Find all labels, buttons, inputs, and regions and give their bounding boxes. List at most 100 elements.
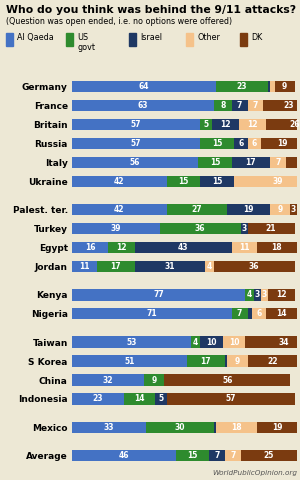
Text: 15: 15 xyxy=(212,177,222,186)
Bar xyxy=(241,223,247,234)
Text: 8: 8 xyxy=(220,101,225,110)
Text: 7: 7 xyxy=(253,101,258,110)
Bar xyxy=(270,204,290,216)
Text: 12: 12 xyxy=(276,290,286,300)
Bar xyxy=(227,355,248,367)
Text: 10: 10 xyxy=(206,337,217,347)
Text: 3: 3 xyxy=(291,205,296,214)
Text: 14: 14 xyxy=(276,309,286,318)
Text: 63: 63 xyxy=(138,101,148,110)
Bar xyxy=(216,421,256,433)
Text: 16: 16 xyxy=(85,243,95,252)
Bar xyxy=(261,138,300,149)
Bar xyxy=(124,393,155,405)
Text: 12: 12 xyxy=(220,120,230,129)
Text: 31: 31 xyxy=(165,262,175,271)
Bar xyxy=(72,119,200,130)
Bar xyxy=(227,204,270,216)
Bar xyxy=(248,138,261,149)
Text: 18: 18 xyxy=(231,423,242,432)
Bar xyxy=(232,308,248,320)
Bar xyxy=(72,450,176,461)
Bar xyxy=(290,204,297,216)
Bar xyxy=(286,156,300,168)
Text: 23: 23 xyxy=(237,82,247,91)
Bar xyxy=(72,421,146,433)
Bar xyxy=(261,289,268,300)
Text: 22: 22 xyxy=(267,357,278,366)
Text: 64: 64 xyxy=(139,82,149,91)
Text: 46: 46 xyxy=(118,451,129,460)
Text: WorldPublicOpinion.org: WorldPublicOpinion.org xyxy=(212,470,297,476)
Text: Al Qaeda: Al Qaeda xyxy=(17,33,54,42)
Bar xyxy=(214,100,232,111)
Text: 4: 4 xyxy=(207,262,212,271)
Text: 17: 17 xyxy=(111,262,121,271)
Text: 15: 15 xyxy=(178,177,189,186)
Bar xyxy=(212,119,239,130)
Bar xyxy=(232,100,248,111)
Text: 56: 56 xyxy=(130,158,140,167)
Bar xyxy=(200,176,234,187)
Text: 57: 57 xyxy=(131,139,141,148)
Bar xyxy=(167,176,200,187)
Text: 7: 7 xyxy=(230,451,236,460)
Text: 10: 10 xyxy=(229,337,239,347)
Bar xyxy=(223,336,245,348)
Text: 19: 19 xyxy=(277,139,288,148)
Text: 57: 57 xyxy=(131,120,141,129)
Text: Other: Other xyxy=(197,33,220,42)
Text: 6: 6 xyxy=(256,309,261,318)
Bar xyxy=(191,336,200,348)
Text: 6: 6 xyxy=(252,139,257,148)
Text: 39: 39 xyxy=(111,224,121,233)
Text: 11: 11 xyxy=(79,262,90,271)
Text: 17: 17 xyxy=(246,158,256,167)
Text: 12: 12 xyxy=(247,120,257,129)
Bar xyxy=(187,355,225,367)
Text: 12: 12 xyxy=(116,243,127,252)
Bar xyxy=(72,336,191,348)
Bar xyxy=(72,393,124,405)
Text: 27: 27 xyxy=(192,205,202,214)
Text: 71: 71 xyxy=(147,309,157,318)
Text: Israel: Israel xyxy=(140,33,162,42)
Text: 39: 39 xyxy=(273,177,283,186)
Bar xyxy=(72,156,198,168)
Text: 33: 33 xyxy=(104,423,114,432)
Bar xyxy=(266,308,297,320)
Bar xyxy=(72,176,166,187)
Bar xyxy=(205,261,214,272)
Bar xyxy=(268,289,295,300)
Text: 19: 19 xyxy=(243,205,254,214)
Bar xyxy=(72,374,144,386)
Text: 56: 56 xyxy=(222,375,232,384)
Text: 6: 6 xyxy=(238,139,243,148)
Bar xyxy=(238,119,266,130)
Bar xyxy=(245,336,300,348)
Bar xyxy=(167,204,227,216)
Bar xyxy=(232,156,270,168)
Text: 3: 3 xyxy=(255,290,260,300)
Bar xyxy=(245,289,254,300)
Bar xyxy=(160,223,241,234)
Bar xyxy=(108,242,135,253)
Bar xyxy=(135,261,205,272)
Text: 25: 25 xyxy=(264,451,274,460)
Bar xyxy=(135,242,232,253)
Text: 7: 7 xyxy=(275,158,280,167)
Bar xyxy=(72,204,166,216)
Bar xyxy=(198,156,232,168)
Bar xyxy=(225,355,227,367)
Text: 32: 32 xyxy=(103,375,113,384)
Text: 4: 4 xyxy=(193,337,198,347)
Bar xyxy=(248,100,263,111)
Bar xyxy=(232,242,256,253)
Text: 3: 3 xyxy=(262,290,267,300)
Bar xyxy=(248,223,295,234)
Text: 9: 9 xyxy=(282,82,287,91)
Bar xyxy=(266,119,300,130)
Bar xyxy=(72,81,216,92)
Bar xyxy=(263,100,300,111)
Bar xyxy=(248,308,252,320)
